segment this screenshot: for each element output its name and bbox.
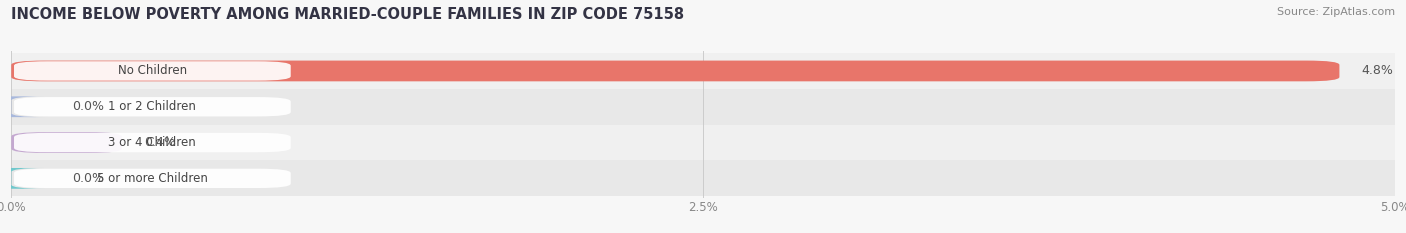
FancyBboxPatch shape (0, 168, 45, 189)
Text: 5 or more Children: 5 or more Children (97, 172, 208, 185)
FancyBboxPatch shape (11, 132, 122, 153)
Bar (11, 161, 1395, 196)
Text: No Children: No Children (118, 65, 187, 77)
Text: 4.8%: 4.8% (1361, 65, 1393, 77)
Bar (11, 53, 1395, 89)
FancyBboxPatch shape (14, 97, 291, 116)
Bar (11, 89, 1395, 125)
Text: 3 or 4 Children: 3 or 4 Children (108, 136, 197, 149)
FancyBboxPatch shape (14, 61, 291, 81)
Text: Source: ZipAtlas.com: Source: ZipAtlas.com (1277, 7, 1395, 17)
Text: 1 or 2 Children: 1 or 2 Children (108, 100, 197, 113)
Bar (11, 125, 1395, 161)
Text: 0.0%: 0.0% (72, 172, 104, 185)
FancyBboxPatch shape (14, 133, 291, 152)
Text: 0.4%: 0.4% (143, 136, 176, 149)
FancyBboxPatch shape (14, 169, 291, 188)
FancyBboxPatch shape (11, 61, 1340, 81)
FancyBboxPatch shape (0, 96, 45, 117)
Text: 0.0%: 0.0% (72, 100, 104, 113)
Text: INCOME BELOW POVERTY AMONG MARRIED-COUPLE FAMILIES IN ZIP CODE 75158: INCOME BELOW POVERTY AMONG MARRIED-COUPL… (11, 7, 685, 22)
